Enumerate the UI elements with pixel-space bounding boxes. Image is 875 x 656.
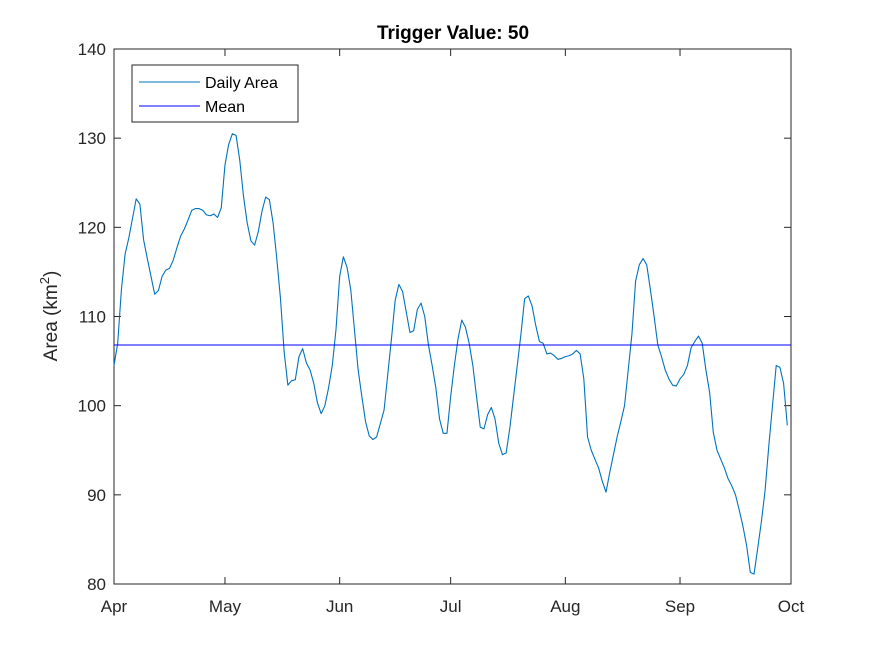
series-line-daily-area — [113, 133, 788, 575]
chart-title: Trigger Value: 50 — [377, 23, 529, 44]
legend-label-mean: Mean — [205, 99, 245, 116]
y-tick-label: 120 — [78, 218, 106, 237]
legend-box — [131, 64, 299, 123]
y-axis-title: Area (km2) — [37, 271, 62, 362]
y-tick-label: 80 — [87, 575, 106, 594]
y-axis-title-superscript: 2 — [37, 277, 52, 284]
legend-label-daily-area: Daily Area — [205, 75, 278, 92]
y-tick-label: 110 — [79, 308, 106, 327]
x-tick-label: Jun — [326, 597, 353, 616]
x-tick-label: Sep — [665, 597, 695, 616]
x-tick-label: Aug — [550, 597, 580, 616]
y-axis-title-main: Area (km — [41, 284, 62, 361]
y-axis-title-suffix: ) — [41, 271, 62, 277]
y-tick-label: 130 — [78, 129, 106, 148]
series-layer — [113, 133, 791, 575]
y-axis: 80 90 100 110 120 130 140 — [78, 40, 791, 594]
x-axis: Apr May Jun Jul Aug Sep Oct — [101, 49, 805, 616]
plot-area: 80 90 100 110 120 130 140 Apr May Jun Jul Aug Sep Oc… — [78, 40, 805, 616]
x-tick-label: Apr — [101, 597, 128, 616]
y-tick-label: 140 — [78, 40, 106, 59]
y-tick-label: 100 — [78, 397, 106, 416]
y-tick-label: 90 — [87, 486, 106, 505]
x-tick-label: May — [209, 597, 242, 616]
legend: Daily Area Mean — [131, 64, 299, 123]
x-tick-label: Oct — [778, 597, 805, 616]
axes-box — [113, 48, 792, 585]
x-tick-label: Jul — [440, 597, 462, 616]
